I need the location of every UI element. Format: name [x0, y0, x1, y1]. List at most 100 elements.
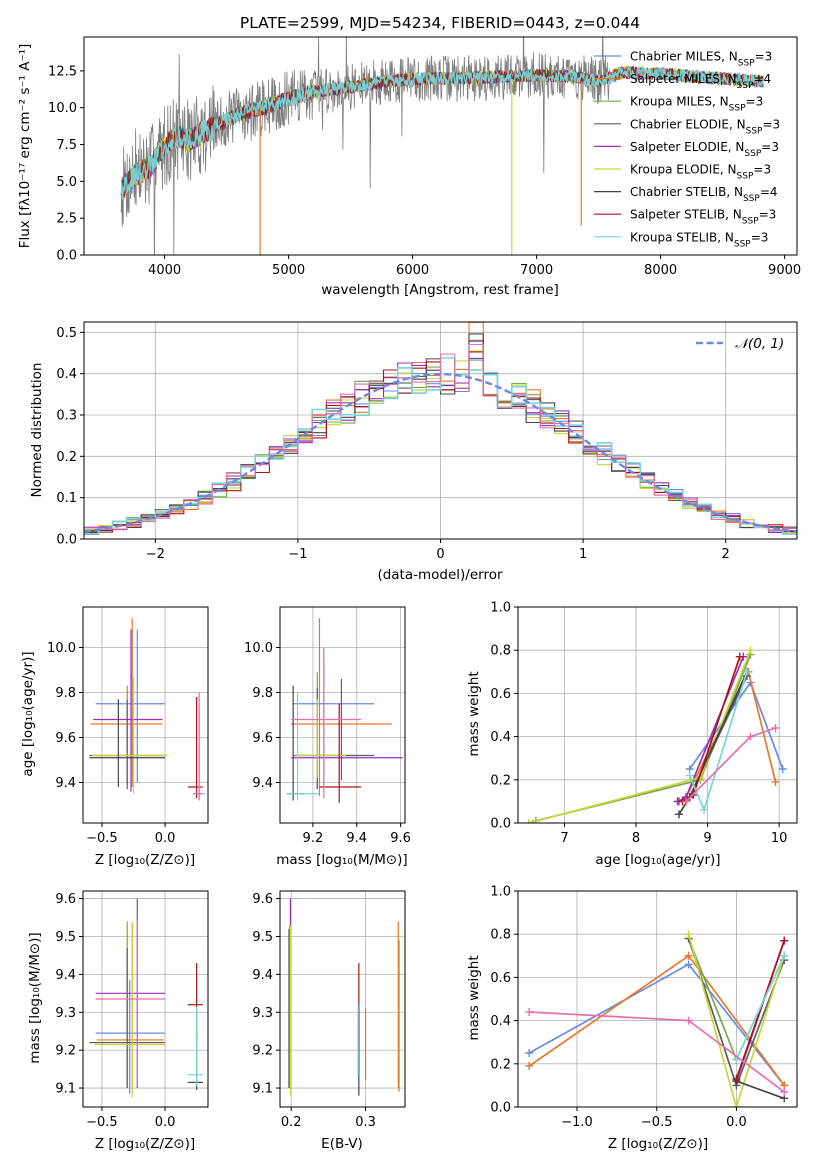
normal-reference-curve	[84, 372, 797, 533]
y-tick-label: 0.4	[56, 367, 77, 382]
mass-vs-metallicity-plot-area: −0.5 0.0 9.1 9.2 9.3 9.4 9.5 9.6	[55, 890, 209, 1130]
plus-marker	[746, 732, 755, 741]
legend-label-value: =3	[746, 95, 764, 109]
x-tick-label: 9000	[768, 263, 801, 278]
legend-label-main: Chabrier ELODIE, N	[630, 117, 746, 131]
spectrum-panel: PLATE=2599, MJD=54234, FIBERID=0443, z=0…	[17, 14, 801, 298]
y-tick-label: 0.8	[490, 644, 511, 659]
x-tick-label: −2	[146, 547, 165, 562]
age-vs-metallicity-panel: −0.5 0.0 9.4 9.6 9.8 10.0 Z [log₁₀(Z/Z⊙)] age…	[20, 606, 209, 868]
legend-label-value: =3	[753, 163, 771, 177]
legend-label: Kroupa MILES, NSSP=3	[630, 95, 763, 114]
y-tick-label: 0.4	[490, 1014, 511, 1029]
y-tick-label: 0.6	[490, 687, 511, 702]
plus-marker	[780, 951, 789, 960]
legend-label-main: Kroupa MILES, N	[630, 95, 729, 109]
x-tick-label: 4000	[148, 263, 181, 278]
x-tick-label: 7000	[520, 263, 553, 278]
y-tick-label: 0.8	[490, 928, 511, 943]
axes-frame	[279, 890, 406, 1108]
plus-marker	[746, 646, 755, 655]
axes-frame	[279, 606, 406, 824]
y-tick-label: 10.0	[48, 101, 77, 116]
plus-marker	[780, 1087, 789, 1096]
plus-marker	[780, 936, 789, 945]
mass-weight-vs-age-plot-area: 7 8 9 10 0.0 0.2 0.4 0.6 0.8 1.0	[490, 601, 798, 846]
axes-frame	[82, 890, 209, 1108]
y-tick-label: 0.4	[490, 730, 511, 745]
legend-label-main: Salpeter MILES, N	[630, 72, 737, 86]
legend-label-main: Kroupa STELIB, N	[630, 230, 734, 244]
y-tick-label: 9.6	[252, 892, 273, 907]
legend-label-main: Salpeter STELIB, N	[630, 208, 742, 222]
age-vs-mass-panel: 9.2 9.4 9.6 9.4 9.6 9.8 10.0 mass [log₁₀(M/M⊙)…	[244, 606, 411, 868]
x-tick-label: 8	[632, 831, 640, 846]
y-tick-label: 1.0	[490, 885, 511, 900]
y-tick-label: 9.4	[55, 968, 76, 983]
mass-weight-vs-metallicity-xlabel: Z [log₁₀(Z/Z⊙)]	[608, 1136, 708, 1152]
plus-marker	[525, 1049, 534, 1057]
legend-label-main: Chabrier STELIB, N	[630, 185, 743, 199]
histogram-xlabel: (data-model)/error	[377, 567, 503, 583]
axes-frame	[517, 606, 798, 824]
y-tick-label: 9.6	[55, 731, 76, 746]
y-tick-label: 0.2	[56, 450, 77, 465]
axes-frame	[82, 606, 209, 824]
legend-label-sub: SSP	[737, 172, 754, 182]
x-tick-label: −1.0	[561, 1115, 593, 1130]
x-tick-label: 0.3	[355, 1115, 376, 1130]
x-tick-label: 9.6	[390, 831, 411, 846]
x-tick-label: 9.4	[346, 831, 367, 846]
plot-marks	[524, 646, 787, 823]
y-tick-label: 9.3	[55, 1006, 76, 1021]
y-tick-label: 0.0	[490, 1101, 511, 1116]
y-tick-label: 1.0	[490, 601, 511, 616]
mass-vs-extinction-plot-area: 0.2 0.3 9.1 9.2 9.3 9.4 9.5 9.6	[252, 890, 406, 1130]
x-tick-label: 6000	[396, 263, 429, 278]
age-vs-mass-plot-area: 9.2 9.4 9.6 9.4 9.6 9.8 10.0	[244, 606, 411, 846]
mass-weight-vs-metallicity-panel: −1.0 −0.5 0.0 0.0 0.2 0.4 0.6 0.8 1.0 Z [log₁₀(Z…	[466, 885, 798, 1152]
legend-label-value: =3	[755, 50, 773, 64]
legend-label-value: =3	[751, 230, 769, 244]
legend-label-sub: SSP	[742, 217, 759, 227]
y-tick-label: 0.1	[56, 491, 77, 506]
y-tick-label: 9.1	[252, 1082, 273, 1097]
axes-frame	[517, 890, 798, 1108]
axes-frame	[83, 36, 798, 256]
plus-marker	[771, 723, 780, 732]
x-tick-label: 0	[436, 547, 444, 562]
legend-label: Chabrier MILES, NSSP=3	[630, 50, 772, 69]
x-tick-label: 8000	[644, 263, 677, 278]
plot-marks	[525, 930, 789, 1107]
legend-label: Kroupa STELIB, NSSP=3	[630, 230, 768, 249]
plus-marker	[735, 652, 744, 661]
y-tick-label: 9.8	[55, 686, 76, 701]
plot-marks	[89, 618, 206, 801]
plot-marks	[84, 322, 797, 536]
legend-label: Salpeter STELIB, NSSP=3	[630, 208, 776, 227]
age-vs-metallicity-ylabel: age [log₁₀(age/yr)]	[20, 651, 36, 776]
spectrum-legend: Chabrier MILES, NSSP=3 Salpeter MILES, N S…	[594, 50, 780, 249]
mass-weight-vs-metallicity-plot-area: −1.0 −0.5 0.0 0.0 0.2 0.4 0.6 0.8 1.0	[490, 885, 798, 1130]
mass-weight-vs-age-panel: 7 8 9 10 0.0 0.2 0.4 0.6 0.8 1.0 age [log₁₀(age/y…	[466, 601, 798, 868]
y-tick-label: 9.6	[55, 892, 76, 907]
plus-marker	[771, 777, 780, 786]
mass-vs-metallicity-xlabel: Z [log₁₀(Z/Z⊙)]	[95, 1136, 195, 1152]
x-tick-label: −1	[288, 547, 307, 562]
spectrum-plot-area: 4000 5000 6000 7000 8000 9000 0.0 2.5 5.0 7.5 10.0…	[48, 36, 801, 278]
y-tick-label: 9.4	[55, 776, 76, 791]
legend-label-sub: SSP	[734, 239, 751, 249]
plot-marks	[120, 37, 764, 255]
age-vs-metallicity-xlabel: Z [log₁₀(Z/Z⊙)]	[95, 852, 195, 868]
legend-label-value: =4	[753, 72, 771, 86]
legend-label-value: =3	[761, 140, 779, 154]
y-tick-label: 9.4	[252, 776, 273, 791]
mass-weight-line-8	[735, 940, 786, 1080]
x-tick-label: 2	[722, 547, 730, 562]
x-tick-label: 9.2	[303, 831, 324, 846]
x-tick-label: −0.5	[86, 831, 118, 846]
plus-marker	[685, 771, 694, 780]
legend-label-sub: SSP	[729, 104, 746, 114]
mass-weight-vs-age-xlabel: age [log₁₀(age/yr)]	[595, 852, 720, 868]
y-tick-label: 0.0	[56, 533, 77, 548]
